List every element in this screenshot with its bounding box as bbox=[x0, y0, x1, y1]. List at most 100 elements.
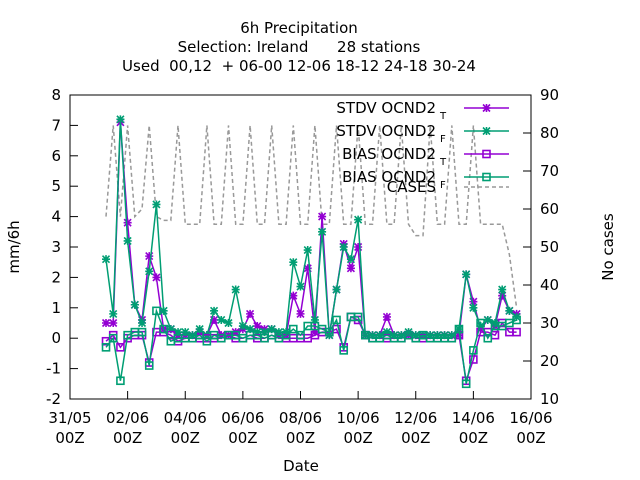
y2-tick-label: 80 bbox=[540, 124, 559, 142]
data-point bbox=[144, 361, 154, 370]
data-point bbox=[238, 321, 247, 331]
x-tick-label-hour: 00Z bbox=[401, 429, 430, 447]
data-point bbox=[461, 379, 471, 389]
data-point bbox=[447, 333, 457, 343]
data-point bbox=[246, 325, 255, 334]
data-point bbox=[145, 267, 154, 276]
data-point bbox=[152, 200, 161, 209]
x-tick-label-date: 12/06 bbox=[394, 409, 437, 427]
data-point bbox=[101, 318, 111, 328]
data-point bbox=[469, 297, 478, 306]
x-tick-label-date: 06/06 bbox=[221, 409, 264, 427]
data-point bbox=[339, 242, 348, 252]
data-point bbox=[123, 236, 132, 245]
data-point bbox=[159, 306, 168, 315]
data-point bbox=[152, 306, 161, 316]
data-point bbox=[382, 312, 392, 321]
y-tick-label: 1 bbox=[51, 299, 61, 317]
data-point bbox=[303, 264, 312, 273]
data-point bbox=[310, 315, 319, 325]
legend-swatch-marker bbox=[482, 149, 491, 159]
y-tick-label: 8 bbox=[51, 86, 61, 104]
data-point bbox=[325, 327, 334, 337]
data-point bbox=[137, 318, 147, 328]
data-point bbox=[346, 264, 355, 273]
legend-label-subscript: F bbox=[440, 134, 446, 145]
data-point bbox=[296, 282, 305, 291]
data-point bbox=[346, 255, 355, 264]
data-point bbox=[483, 333, 493, 343]
y-tick-label: 5 bbox=[51, 177, 61, 195]
data-point bbox=[181, 328, 190, 337]
legend-swatch-marker bbox=[482, 126, 491, 136]
data-point bbox=[469, 355, 478, 364]
data-point bbox=[318, 212, 327, 221]
data-point bbox=[116, 343, 125, 352]
y2-tick-label: 70 bbox=[540, 162, 559, 180]
data-point bbox=[462, 270, 471, 279]
data-point bbox=[166, 325, 175, 334]
legend-entry: BIAS OCND2 F bbox=[342, 168, 509, 191]
data-point bbox=[130, 300, 139, 309]
data-point bbox=[217, 315, 226, 325]
y-tick-label: 4 bbox=[51, 208, 61, 226]
x-tick-label-date: 16/06 bbox=[509, 409, 552, 427]
data-point bbox=[145, 252, 154, 261]
data-point bbox=[159, 324, 168, 334]
x-tick-label-date: 04/06 bbox=[164, 409, 207, 427]
y2-tick-label: 90 bbox=[540, 86, 559, 104]
legend-entry: BIAS OCND2 T bbox=[342, 145, 509, 168]
data-point bbox=[195, 330, 204, 340]
y-tick-label: -1 bbox=[46, 360, 61, 378]
legend-label-subscript: F bbox=[440, 180, 446, 191]
legend-label-subscript: T bbox=[439, 157, 447, 168]
y-tick-label: 0 bbox=[51, 329, 61, 347]
x-tick-label-hour: 00Z bbox=[286, 429, 315, 447]
data-point bbox=[289, 258, 298, 267]
legend-label-subscript: T bbox=[439, 111, 447, 122]
x-tick-label-hour: 00Z bbox=[516, 429, 545, 447]
data-point bbox=[101, 343, 111, 352]
data-point bbox=[288, 324, 298, 334]
chart-title: 6h Precipitation Selection: Ireland 28 s… bbox=[122, 19, 476, 75]
title-line-1: 6h Precipitation bbox=[240, 19, 358, 37]
y2-tick-label: 40 bbox=[540, 276, 559, 294]
data-point bbox=[209, 315, 219, 325]
y-axis-label: mm/6h bbox=[5, 220, 23, 273]
data-point bbox=[353, 312, 363, 322]
y2-axis-label: No cases bbox=[599, 213, 617, 281]
data-point bbox=[296, 309, 305, 318]
x-tick-label-hour: 00Z bbox=[113, 429, 142, 447]
x-axis-label: Date bbox=[283, 457, 319, 475]
data-point bbox=[498, 285, 507, 294]
series-cases bbox=[105, 125, 518, 308]
data-point bbox=[512, 327, 521, 337]
data-point bbox=[101, 255, 111, 264]
data-point bbox=[123, 218, 132, 227]
data-point bbox=[505, 306, 514, 315]
data-point bbox=[498, 291, 507, 300]
x-tick-label-hour: 00Z bbox=[171, 429, 200, 447]
series-stdv-ocnd2-t bbox=[101, 118, 521, 340]
x-tick-label-date: 14/06 bbox=[452, 409, 495, 427]
data-point bbox=[289, 291, 298, 300]
title-line-3: Used 00,12 + 06-00 12-06 18-12 24-18 30-… bbox=[122, 57, 476, 75]
x-tick-label-date: 31/05 bbox=[48, 409, 91, 427]
data-point bbox=[116, 376, 125, 386]
data-point bbox=[512, 315, 521, 325]
series-line bbox=[105, 125, 518, 308]
y2-tick-label: 30 bbox=[540, 314, 559, 332]
data-point bbox=[469, 303, 478, 312]
y2-tick-label: 10 bbox=[540, 390, 559, 408]
data-point bbox=[303, 245, 312, 255]
series-bias-ocnd2-f bbox=[101, 306, 521, 389]
data-point bbox=[354, 242, 363, 252]
data-point bbox=[454, 324, 464, 334]
data-point bbox=[195, 325, 204, 334]
legend-entry: STDV OCND2 F bbox=[336, 122, 509, 145]
legend-label: BIAS OCND2 bbox=[342, 168, 436, 186]
data-point bbox=[202, 336, 212, 346]
data-point bbox=[483, 315, 492, 325]
data-point bbox=[469, 346, 478, 355]
